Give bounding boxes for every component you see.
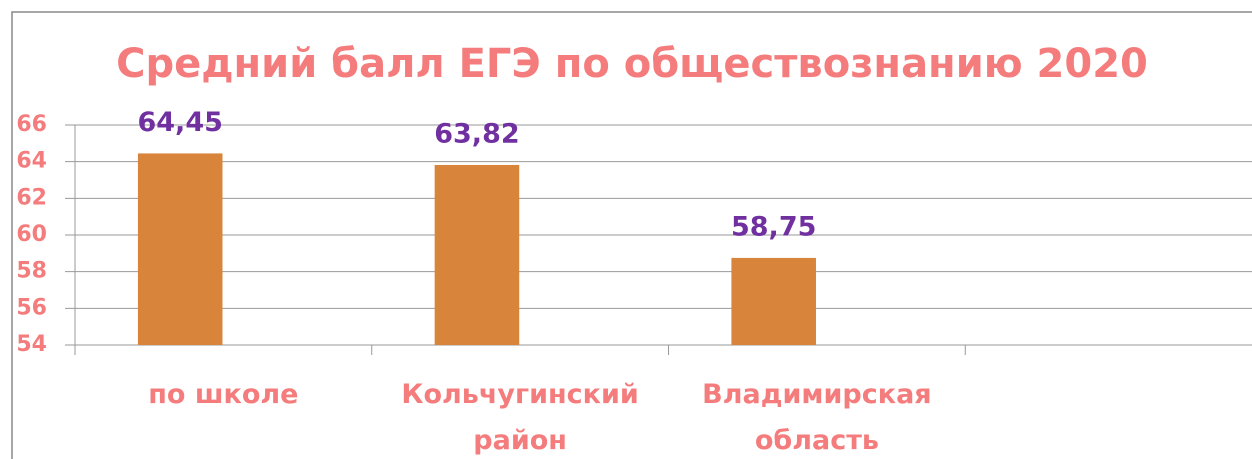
x-tick-label: Владимирская область: [702, 379, 932, 456]
y-tick-label: 62: [16, 185, 47, 210]
data-label: 58,75: [731, 211, 816, 242]
chart-title: Средний балл ЕГЭ по обществознанию 2020: [116, 41, 1148, 87]
x-tick-label: Кольчугинский район: [401, 379, 639, 456]
y-tick-label: 64: [16, 149, 47, 174]
y-tick-label: 60: [16, 222, 47, 247]
y-tick-label: 56: [16, 295, 47, 320]
bar: [137, 153, 223, 345]
data-label: 64,45: [137, 107, 222, 138]
y-tick-label: 54: [16, 332, 47, 357]
bar: [434, 164, 520, 345]
x-tick-label: по школе: [148, 379, 299, 410]
frame: [11, 11, 1252, 459]
data-label: 63,82: [434, 118, 519, 149]
y-tick-label: 66: [16, 112, 47, 137]
bar: [731, 257, 816, 345]
y-tick-label: 58: [16, 259, 47, 284]
